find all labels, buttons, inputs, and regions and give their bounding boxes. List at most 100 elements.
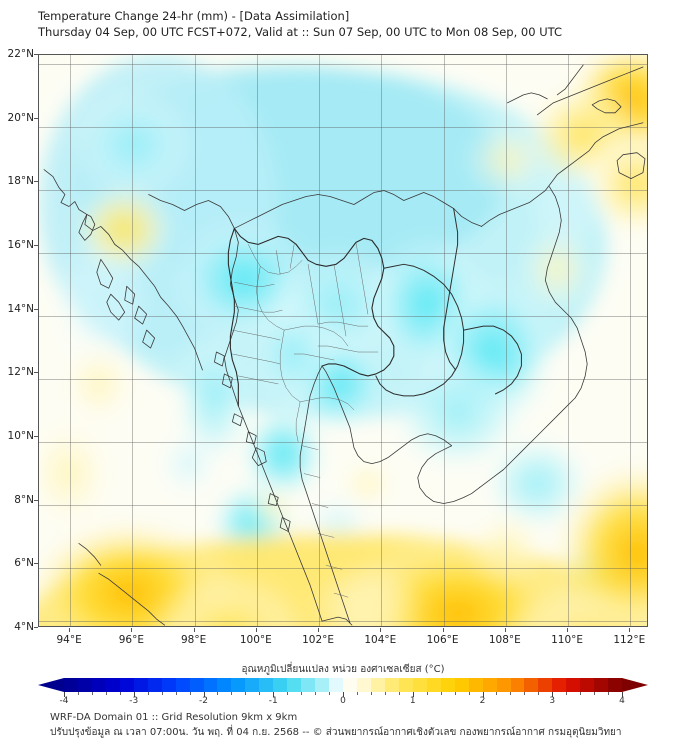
colorbar-cell (273, 678, 288, 692)
colorbar-minor-tick (189, 692, 191, 695)
colorbar-cell (64, 678, 78, 692)
colorbar-cell (552, 678, 567, 692)
x-tick-label: 112°E (613, 634, 646, 646)
y-tick-mark (34, 436, 38, 437)
colorbar-minor-tick (91, 692, 93, 695)
y-axis: 4°N 6°N 8°N 10°N 12°N 14°N 16°N 18°N 20°N 22°N (0, 48, 38, 633)
x-tick-mark (380, 628, 382, 632)
x-tick-label: 98°E (180, 634, 207, 646)
x-tick-label: 104°E (364, 634, 397, 646)
colorbar-cell (189, 678, 204, 692)
colorbar-cell (161, 678, 176, 692)
colorbar-cell (259, 678, 274, 692)
y-tick-mark (34, 563, 38, 565)
colorbar-minor-tick (566, 692, 568, 695)
colorbar-tick-label: -2 (199, 696, 208, 706)
colorbar-minor-tick (259, 692, 261, 695)
colorbar-cell (91, 678, 106, 692)
chart-title-block: Temperature Change 24-hr (mm) - [Data As… (38, 8, 658, 40)
colorbar-cell (468, 678, 483, 692)
colorbar-cell (245, 678, 260, 692)
colorbar-cell (343, 678, 358, 692)
colorbar-cell (287, 678, 302, 692)
colorbar-minor-tick (510, 692, 512, 695)
colorbar-cell (370, 678, 385, 692)
colorbar-cell (398, 678, 413, 692)
colorbar-minor-tick (147, 692, 149, 695)
y-tick-label: 20°N (7, 111, 34, 124)
colorbar-minor-tick (594, 692, 596, 695)
footer-credit: ปรับปรุงข้อมูล ณ เวลา 07:00น. วัน พฤ. ที… (50, 727, 622, 738)
colorbar-minor-tick (356, 692, 358, 695)
colorbar-major-tick (273, 692, 275, 697)
colorbar-cell (315, 678, 330, 692)
colorbar-minor-tick (301, 692, 303, 695)
colorbar-minor-tick (119, 692, 121, 695)
colorbar-cell (175, 678, 190, 692)
colorbar-cell (231, 678, 246, 692)
colorbar-cell (440, 678, 455, 692)
colorbar-minor-tick (524, 692, 526, 695)
colorbar-minor-tick (426, 692, 428, 695)
y-tick-mark (34, 499, 38, 501)
y-tick-label: 10°N (7, 430, 34, 442)
y-tick-mark (34, 308, 38, 310)
colorbar-cell (538, 678, 553, 692)
colorbar-major-tick (622, 692, 623, 697)
x-tick-mark (504, 628, 506, 632)
map-plot-area[interactable] (38, 54, 648, 627)
colorbar-cell (496, 678, 511, 692)
x-tick-mark (193, 628, 195, 632)
x-tick-mark (131, 628, 133, 632)
colorbar-cell (217, 678, 232, 692)
y-tick-label: 16°N (7, 239, 34, 251)
colorbar-title: อุณหภูมิเปลี่ยนแปลง หน่วย องศาเซลเซียส (… (241, 664, 445, 675)
colorbar-cell (524, 678, 539, 692)
x-tick-mark (629, 628, 631, 632)
colorbar-cell (119, 678, 134, 692)
chart-title: Temperature Change 24-hr (mm) - [Data As… (38, 9, 350, 23)
colorbar-cell (566, 678, 581, 692)
colorbar[interactable]: อุณหภูมิเปลี่ยนแปลง หน่วย องศาเซลเซียส (… (38, 662, 648, 706)
x-tick-label: 108°E (488, 634, 521, 646)
colorbar-tick-label: -3 (129, 696, 139, 706)
colorbar-tick-label: 0 (340, 696, 346, 706)
footer-domain-info: WRF-DA Domain 01 :: Grid Resolution 9km … (50, 712, 298, 723)
colorbar-cell (301, 678, 316, 692)
colorbar-major-tick (64, 692, 65, 697)
x-tick-mark (255, 628, 257, 632)
colorbar-tick-label: 4 (619, 696, 625, 706)
colorbar-minor-tick (105, 692, 107, 695)
y-tick-label: 6°N (14, 557, 34, 570)
colorbar-minor-tick (384, 692, 386, 695)
colorbar-cell (510, 678, 525, 692)
colorbar-minor-tick (231, 692, 233, 695)
colorbar-minor-tick (329, 692, 331, 695)
colorbar-tick-label: 2 (479, 696, 486, 706)
y-tick-mark (34, 245, 38, 246)
colorbar-minor-tick (245, 692, 247, 695)
colorbar-tick-label: 1 (409, 696, 416, 706)
colorbar-strip (38, 678, 648, 692)
x-tick-mark (442, 628, 444, 632)
colorbar-minor-tick (580, 692, 582, 695)
colorbar-major-tick (482, 692, 484, 697)
y-tick-mark (34, 54, 38, 55)
colorbar-minor-tick (161, 692, 163, 695)
colorbar-minor-tick (175, 692, 177, 695)
colorbar-cell (454, 678, 469, 692)
chart-subtitle: Thursday 04 Sep, 00 UTC FCST+072, Valid … (38, 25, 563, 39)
y-tick-label: 14°N (7, 302, 34, 315)
colorbar-cell (77, 678, 92, 692)
colorbar-cell (133, 678, 148, 692)
colorbar-minor-tick (398, 692, 400, 695)
x-tick-mark (69, 628, 71, 632)
colorbar-cell (482, 678, 497, 692)
y-tick-label: 22°N (7, 48, 34, 60)
y-tick-label: 12°N (7, 366, 34, 379)
colorbar-cell (357, 678, 371, 692)
colorbar-minor-tick (440, 692, 442, 695)
colorbar-minor-tick (496, 692, 498, 695)
coastline-and-border-overlay (43, 64, 646, 626)
colorbar-high-extend-cap (622, 678, 648, 692)
